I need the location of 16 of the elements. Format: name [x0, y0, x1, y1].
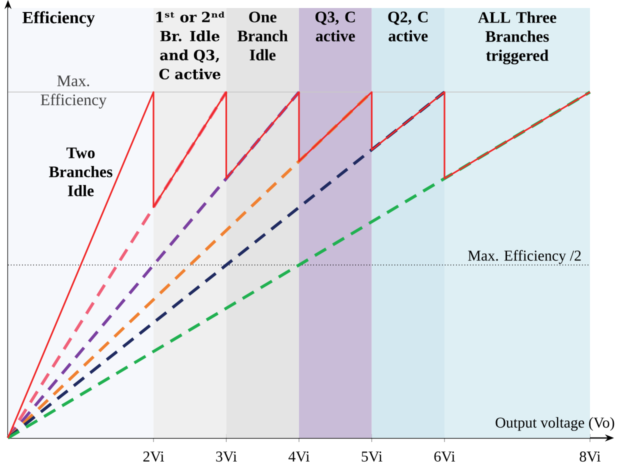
x-tick-label: 3Vi — [216, 452, 237, 462]
x-tick-label: 8Vi — [580, 452, 600, 462]
band-label: 1ˢᵗ or 2ⁿᵈ Br. Idle and Q3, C active — [156, 12, 224, 80]
x-tick-label: 2Vi — [143, 452, 164, 462]
band-label: Q2, C active — [388, 12, 428, 42]
band-label: Two Branches Idle — [49, 148, 112, 196]
band-label: Q3, C active — [315, 12, 355, 42]
y-axis-title: Efficiency — [22, 11, 95, 27]
band-label: One Branch Idle — [238, 12, 288, 60]
ref-line-label: Max. Efficiency /2 — [468, 250, 581, 264]
x-tick-label: 5Vi — [362, 452, 382, 462]
x-tick-label: 6Vi — [434, 452, 455, 462]
ref-line-label: Max. Efficiency — [40, 76, 107, 109]
x-tick-label: 4Vi — [288, 452, 310, 462]
band-label: ALL Three Branches triggered — [478, 12, 556, 64]
x-axis-title: Output voltage (Vo) — [496, 417, 614, 431]
